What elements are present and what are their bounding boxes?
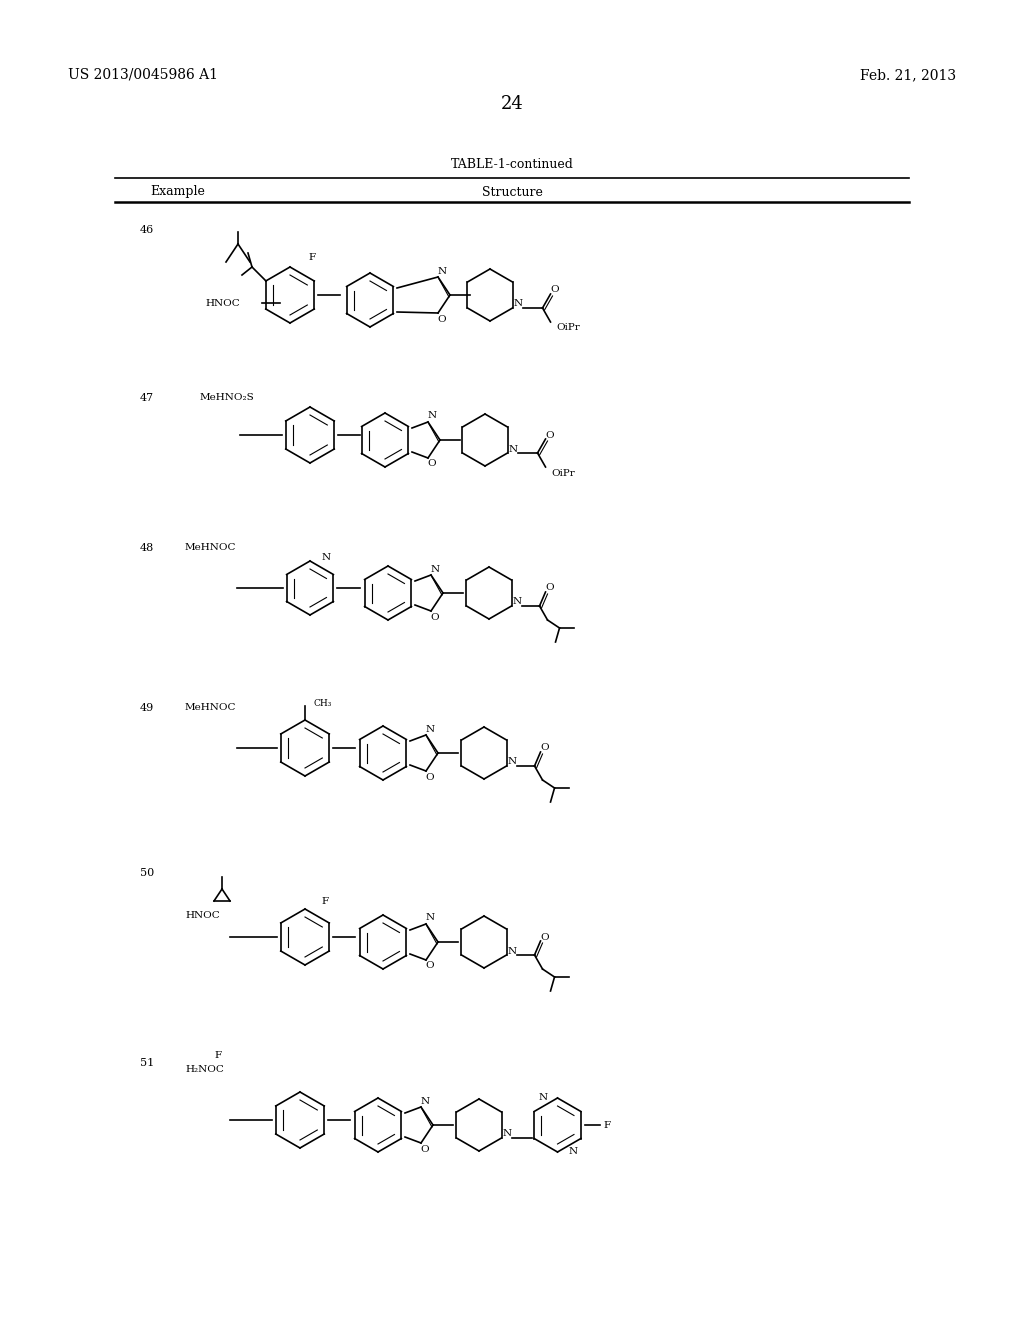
Text: N: N (421, 1097, 429, 1106)
Text: N: N (508, 758, 517, 767)
Text: O: O (421, 1144, 429, 1154)
Text: OiPr: OiPr (552, 469, 575, 478)
Text: H₂NOC: H₂NOC (185, 1064, 224, 1073)
Text: O: O (541, 743, 549, 752)
Text: N: N (427, 412, 436, 421)
Text: MeHNOC: MeHNOC (185, 544, 237, 553)
Text: N: N (539, 1093, 548, 1101)
Text: N: N (509, 445, 518, 454)
Text: O: O (437, 314, 446, 323)
Text: CH₃: CH₃ (313, 700, 332, 709)
Text: O: O (545, 430, 554, 440)
Text: 50: 50 (140, 869, 155, 878)
Text: 46: 46 (140, 224, 155, 235)
Text: N: N (322, 553, 331, 562)
Text: O: O (541, 932, 549, 941)
Text: F: F (603, 1121, 610, 1130)
Text: 24: 24 (501, 95, 523, 114)
Text: 51: 51 (140, 1059, 155, 1068)
Text: TABLE-1-continued: TABLE-1-continued (451, 158, 573, 172)
Text: O: O (426, 961, 434, 970)
Text: MeHNOC: MeHNOC (185, 704, 237, 713)
Text: N: N (514, 300, 523, 309)
Text: HNOC: HNOC (205, 298, 240, 308)
Text: N: N (425, 725, 434, 734)
Text: F: F (214, 1051, 221, 1060)
Text: US 2013/0045986 A1: US 2013/0045986 A1 (68, 69, 218, 82)
Text: Example: Example (150, 186, 205, 198)
Text: 48: 48 (140, 543, 155, 553)
Text: 49: 49 (140, 704, 155, 713)
Text: N: N (508, 946, 517, 956)
Text: O: O (545, 583, 554, 593)
Text: O: O (428, 459, 436, 469)
Text: O: O (550, 285, 559, 294)
Text: F: F (308, 252, 315, 261)
Text: Feb. 21, 2013: Feb. 21, 2013 (860, 69, 956, 82)
Text: O: O (426, 772, 434, 781)
Text: N: N (503, 1130, 512, 1138)
Text: F: F (322, 898, 329, 907)
Text: N: N (569, 1147, 579, 1155)
Text: OiPr: OiPr (556, 323, 581, 333)
Text: 47: 47 (140, 393, 155, 403)
Text: HNOC: HNOC (185, 911, 220, 920)
Text: N: N (437, 267, 446, 276)
Text: Structure: Structure (481, 186, 543, 198)
Text: N: N (430, 565, 439, 573)
Text: O: O (431, 612, 439, 622)
Text: N: N (513, 598, 522, 606)
Text: N: N (425, 913, 434, 923)
Text: MeHNO₂S: MeHNO₂S (200, 393, 255, 403)
